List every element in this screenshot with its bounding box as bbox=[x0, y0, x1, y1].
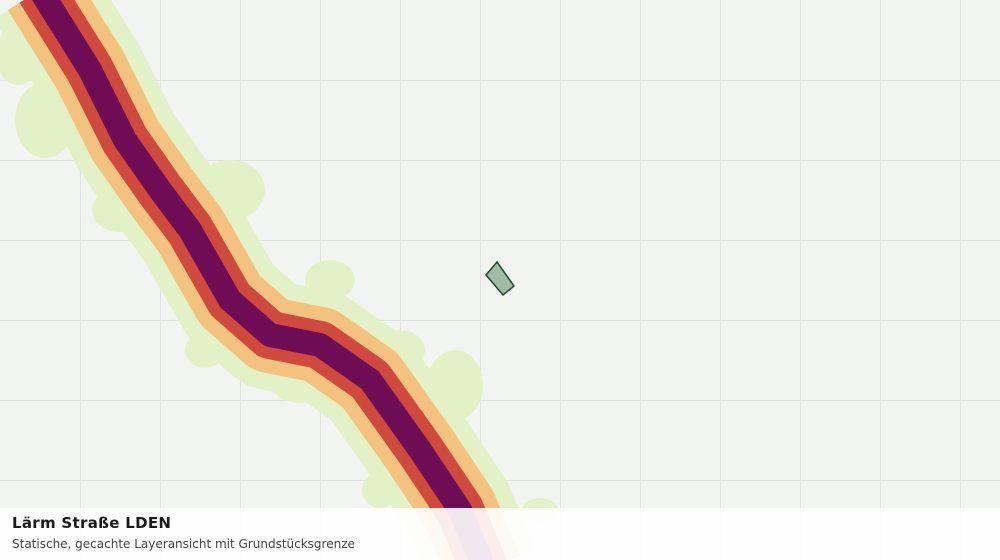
parcel[interactable] bbox=[485, 260, 516, 297]
info-panel: Lärm Straße LDEN Statische, gecachte Lay… bbox=[0, 508, 1000, 560]
zone-purple bbox=[32, 0, 494, 560]
noise-zones bbox=[0, 0, 558, 560]
layer-subtitle: Statische, gecachte Layeransicht mit Gru… bbox=[12, 537, 355, 551]
layer-title: Lärm Straße LDEN bbox=[12, 514, 172, 532]
